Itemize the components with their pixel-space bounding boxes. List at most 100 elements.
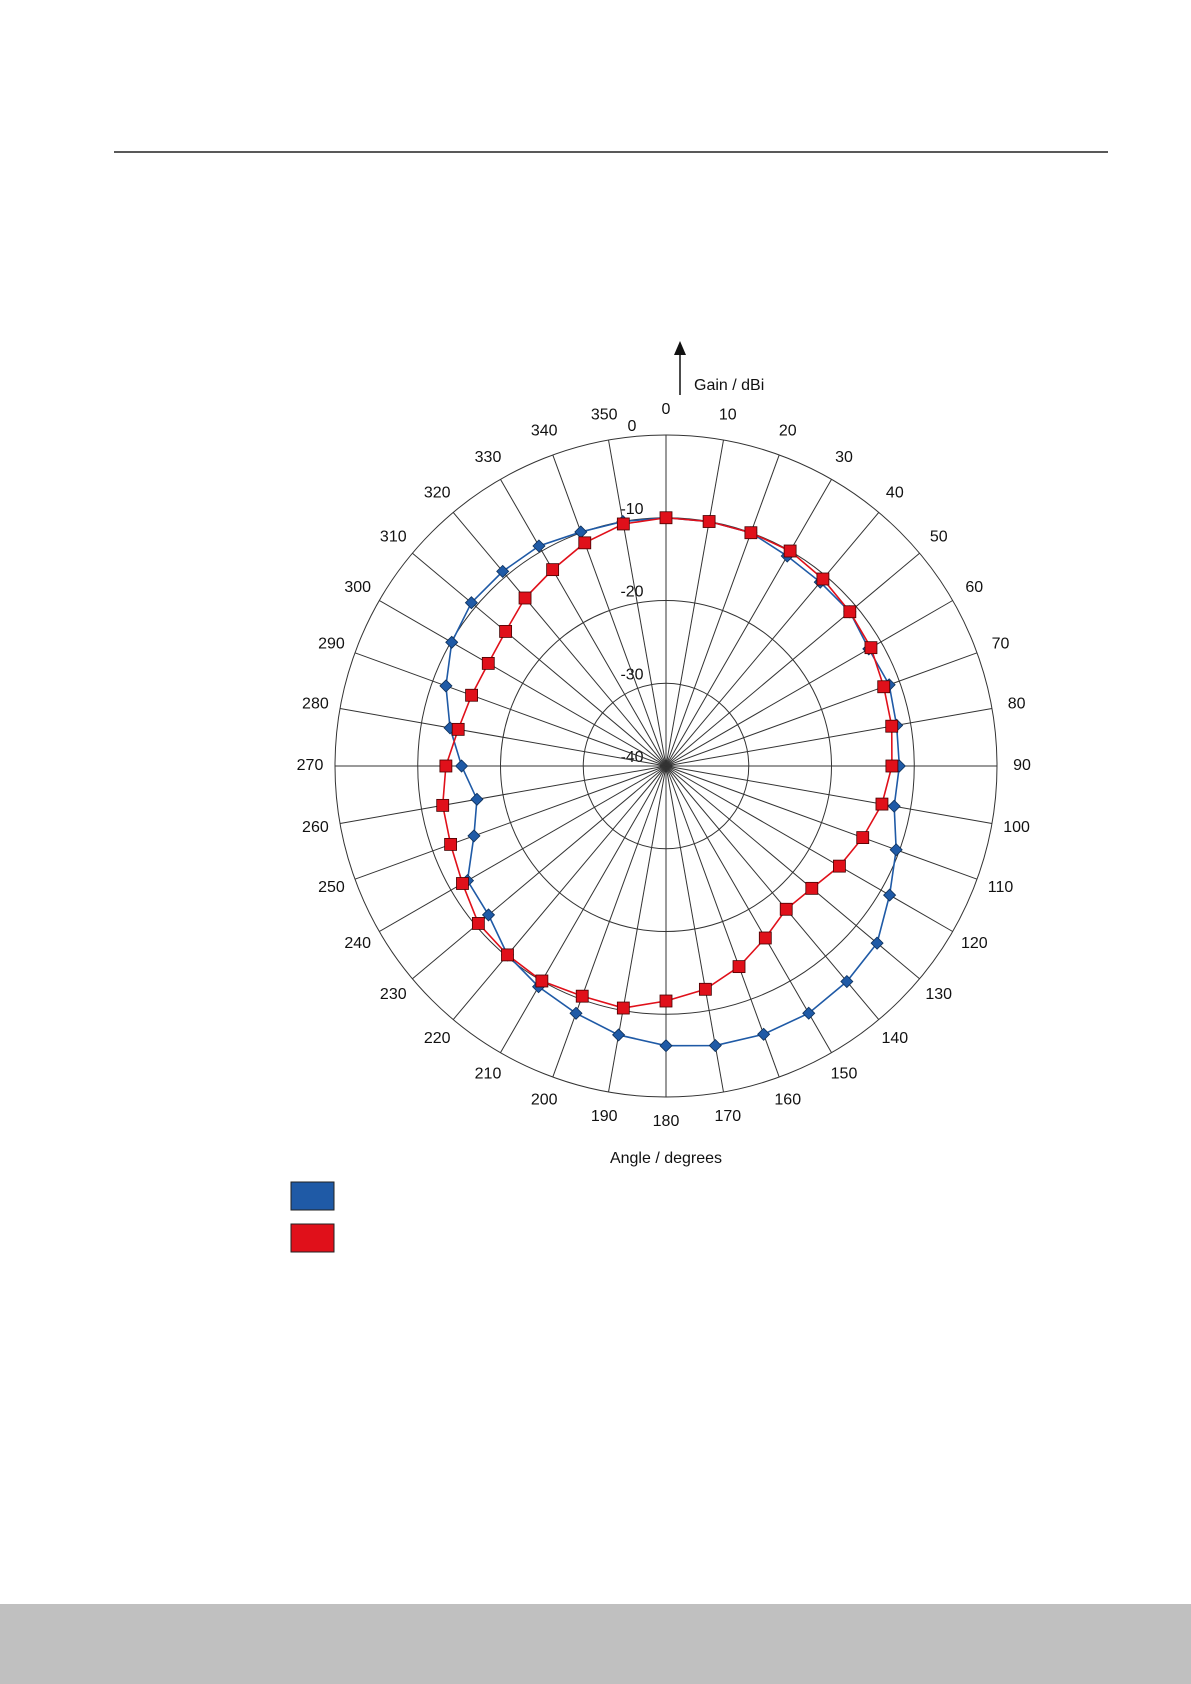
data-point xyxy=(569,1006,583,1020)
data-point xyxy=(451,722,465,736)
data-point xyxy=(840,974,854,989)
angle-label: 70 xyxy=(992,635,1010,652)
data-point xyxy=(885,759,899,773)
data-point xyxy=(465,688,479,702)
angle-label: 60 xyxy=(965,579,983,596)
data-point xyxy=(875,797,889,811)
spoke xyxy=(665,765,832,1053)
angle-label: 300 xyxy=(344,579,371,596)
angle-label: 220 xyxy=(424,1030,451,1047)
angle-label: 230 xyxy=(380,986,407,1003)
data-point xyxy=(889,843,903,857)
data-point xyxy=(616,1001,630,1015)
radial-tick-label: 0 xyxy=(628,418,637,435)
legend-swatch xyxy=(290,1223,335,1253)
data-point xyxy=(471,917,485,930)
data-point xyxy=(612,1028,626,1042)
data-point xyxy=(659,511,673,525)
angle-label: 30 xyxy=(835,449,853,466)
radial-tick-label: -10 xyxy=(620,501,643,518)
data-point xyxy=(467,829,481,843)
spoke xyxy=(665,765,993,824)
data-point xyxy=(779,902,793,916)
angle-label: 80 xyxy=(1008,695,1026,712)
spoke xyxy=(452,765,667,1020)
angle-label: 190 xyxy=(591,1108,618,1125)
data-point xyxy=(864,641,878,655)
spoke xyxy=(500,765,667,1053)
data-point xyxy=(757,1027,771,1041)
data-point xyxy=(885,719,899,733)
x-axis-label: Angle / degrees xyxy=(610,1150,722,1167)
data-point xyxy=(883,888,897,902)
spoke xyxy=(552,765,667,1078)
data-point xyxy=(546,563,560,577)
data-point xyxy=(518,591,532,605)
angle-label: 150 xyxy=(831,1066,858,1083)
data-point xyxy=(444,837,458,851)
spoke xyxy=(665,512,880,767)
y-axis-label: Gain / dBi xyxy=(694,377,764,394)
data-point xyxy=(833,859,846,873)
data-point xyxy=(816,572,830,586)
angle-label: 290 xyxy=(318,635,345,652)
data-point xyxy=(439,679,453,693)
spoke xyxy=(552,454,667,767)
data-point xyxy=(436,798,450,812)
angle-label: 250 xyxy=(318,879,345,896)
spoke xyxy=(665,454,780,767)
radial-tick-label: -20 xyxy=(620,584,643,601)
data-point xyxy=(702,515,716,528)
data-point xyxy=(439,759,453,773)
data-point xyxy=(456,877,469,890)
data-point xyxy=(616,517,630,531)
data-point xyxy=(499,625,513,638)
data-point xyxy=(744,526,758,540)
angle-label: 260 xyxy=(302,819,329,836)
angle-label: 240 xyxy=(344,935,371,952)
spoke xyxy=(665,765,978,880)
data-point xyxy=(708,1038,722,1053)
data-point xyxy=(455,759,469,773)
data-point xyxy=(877,680,891,694)
spoke xyxy=(354,765,667,880)
angle-label: 210 xyxy=(475,1066,502,1083)
data-point xyxy=(575,989,589,1003)
spoke xyxy=(379,765,667,932)
angle-label: 320 xyxy=(424,485,451,502)
spoke xyxy=(665,652,978,767)
data-point xyxy=(501,948,514,962)
data-point xyxy=(481,908,496,922)
spoke xyxy=(339,765,667,824)
data-point xyxy=(445,635,459,649)
spoke xyxy=(665,765,880,1020)
data-point xyxy=(481,656,495,670)
series-line xyxy=(445,516,901,1047)
angle-label: 340 xyxy=(531,423,558,440)
spoke xyxy=(665,600,953,767)
spoke xyxy=(354,652,667,767)
data-point xyxy=(470,792,484,806)
spoke xyxy=(665,765,780,1078)
data-point xyxy=(783,544,797,558)
angle-label: 270 xyxy=(297,757,324,774)
spoke xyxy=(339,708,667,767)
spoke xyxy=(452,512,667,767)
angle-label: 350 xyxy=(591,407,618,424)
data-point xyxy=(496,564,510,578)
angle-label: 180 xyxy=(653,1113,680,1130)
spoke xyxy=(665,765,953,932)
spoke xyxy=(665,479,832,767)
data-point xyxy=(887,799,901,813)
polar-chart: Gain / dBi Angle / degrees -40 -30 -20 -10 0… xyxy=(290,341,1031,1253)
spoke xyxy=(500,479,667,767)
angle-label: 90 xyxy=(1013,757,1031,774)
data-point xyxy=(535,974,549,988)
angle-label: 10 xyxy=(719,407,737,424)
data-point xyxy=(698,982,712,996)
data-point xyxy=(758,931,772,945)
legend-swatch xyxy=(290,1181,335,1211)
angle-label: 200 xyxy=(531,1092,558,1109)
spoke xyxy=(665,765,724,1093)
